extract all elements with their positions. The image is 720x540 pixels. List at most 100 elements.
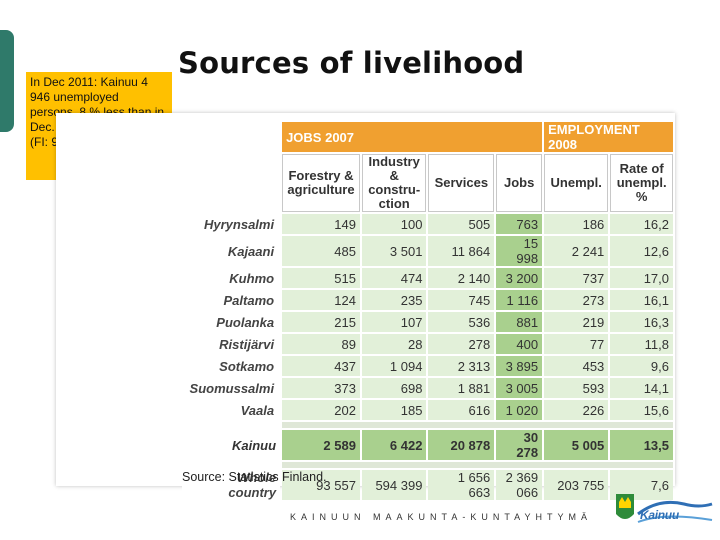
table-row: Puolanka 215 107 536 881 219 16,3	[182, 312, 673, 332]
column-header: Industry & constru- ction	[361, 154, 427, 212]
table-cell: 124	[282, 290, 360, 310]
logo-crown	[619, 497, 631, 508]
table-cell: 373	[282, 378, 360, 398]
table-cell: 2 140	[428, 268, 495, 288]
table-cell: 3 501	[361, 236, 427, 266]
table-cell: 107	[361, 312, 427, 332]
table-cell: 215	[282, 312, 360, 332]
row-label: Whole country	[182, 470, 281, 500]
table-cell: 16,2	[610, 214, 673, 234]
table-cell: 11 864	[428, 236, 495, 266]
table-cell: 89	[282, 334, 360, 354]
table-cell: 28	[361, 334, 427, 354]
table-cell: 400	[496, 334, 543, 354]
table-cell: 186	[544, 214, 609, 234]
table-cell: 185	[361, 400, 427, 420]
table-cell: 745	[428, 290, 495, 310]
table-cell: 2 313	[428, 356, 495, 376]
row-label: Kuhmo	[182, 268, 281, 288]
table-cell: 93 557	[282, 470, 360, 500]
table-cell: 219	[544, 312, 609, 332]
column-header: Jobs	[496, 154, 543, 212]
row-label: Sotkamo	[182, 356, 281, 376]
table-cell: 278	[428, 334, 495, 354]
table-cell: 30 278	[496, 430, 543, 460]
column-header: Rate of unempl. %	[610, 154, 673, 212]
table-cell: 453	[544, 356, 609, 376]
row-label: Vaala	[182, 400, 281, 420]
table-row: Suomussalmi 373 698 1 881 3 005 593 14,1	[182, 378, 673, 398]
row-label: Kajaani	[182, 236, 281, 266]
table-cell: 15 998	[496, 236, 543, 266]
table-row: Paltamo 124 235 745 1 116 273 16,1	[182, 290, 673, 310]
kainuu-logo	[616, 494, 713, 523]
table-cell: 100	[361, 214, 427, 234]
table-row: Hyrynsalmi 149 100 505 763 186 16,2	[182, 214, 673, 234]
table-cell: 202	[282, 400, 360, 420]
column-header: Services	[428, 154, 495, 212]
logo-text: Kainuu	[640, 508, 679, 522]
table-row: Vaala 202 185 616 1 020 226 15,6	[182, 400, 673, 420]
table-cell: 203 755	[544, 470, 609, 500]
row-label: Suomussalmi	[182, 378, 281, 398]
table-cell: 2 589	[282, 430, 360, 460]
table-cell: 14,1	[610, 378, 673, 398]
table-row: Sotkamo 437 1 094 2 313 3 895 453 9,6	[182, 356, 673, 376]
row-label: Puolanka	[182, 312, 281, 332]
table-cell: 1 656 663	[428, 470, 495, 500]
country-row: Whole country 93 557 594 399 1 656 663 2 369…	[182, 470, 673, 500]
table-cell: 226	[544, 400, 609, 420]
column-header: Unempl.	[544, 154, 609, 212]
table-cell: 763	[496, 214, 543, 234]
table-cell: 2 241	[544, 236, 609, 266]
table-cell: 12,6	[610, 236, 673, 266]
table-cell: 273	[544, 290, 609, 310]
table-cell: 235	[361, 290, 427, 310]
table-row: Kajaani 485 3 501 11 864 15 998 2 241 12,6	[182, 236, 673, 266]
group-header-employment: EMPLOYMENT 2008	[544, 122, 673, 152]
slide-title: Sources of livelihood	[178, 46, 525, 80]
table-cell: 1 094	[361, 356, 427, 376]
side-tab	[0, 30, 14, 132]
row-label: Hyrynsalmi	[182, 214, 281, 234]
table-cell: 515	[282, 268, 360, 288]
table-cell: 2 369 066	[496, 470, 543, 500]
table-cell: 1 020	[496, 400, 543, 420]
table-cell: 1 881	[428, 378, 495, 398]
column-header: Forestry & agriculture	[282, 154, 360, 212]
logo-wave-2	[637, 515, 713, 523]
table-cell: 485	[282, 236, 360, 266]
corner-blank	[182, 122, 281, 152]
table-cell: 11,8	[610, 334, 673, 354]
table-cell: 594 399	[361, 470, 427, 500]
table-cell: 698	[361, 378, 427, 398]
table-cell: 15,6	[610, 400, 673, 420]
table-cell: 3 005	[496, 378, 543, 398]
group-header-jobs: JOBS 2007	[282, 122, 543, 152]
table-cell: 505	[428, 214, 495, 234]
table-cell: 5 005	[544, 430, 609, 460]
table-cell: 16,3	[610, 312, 673, 332]
corner-blank	[182, 154, 281, 212]
table-row: Ristijärvi 89 28 278 400 77 11,8	[182, 334, 673, 354]
row-label: Paltamo	[182, 290, 281, 310]
table-cell: 16,1	[610, 290, 673, 310]
total-row: Kainuu 2 589 6 422 20 878 30 278 5 005 13,5	[182, 430, 673, 460]
table-cell: 1 116	[496, 290, 543, 310]
table-cell: 17,0	[610, 268, 673, 288]
table-cell: 536	[428, 312, 495, 332]
table-cell: 593	[544, 378, 609, 398]
table-cell: 881	[496, 312, 543, 332]
row-label: Ristijärvi	[182, 334, 281, 354]
table-cell: 20 878	[428, 430, 495, 460]
livelihood-table: JOBS 2007 EMPLOYMENT 2008 Forestry & agric…	[180, 120, 675, 502]
table-cell: 149	[282, 214, 360, 234]
table-cell: 3 200	[496, 268, 543, 288]
table-cell: 437	[282, 356, 360, 376]
row-label: Kainuu	[182, 430, 281, 460]
table-cell: 474	[361, 268, 427, 288]
table-source: Source: Statistics Finland.	[182, 470, 327, 484]
table-cell: 616	[428, 400, 495, 420]
table-cell: 13,5	[610, 430, 673, 460]
table-cell: 9,6	[610, 356, 673, 376]
